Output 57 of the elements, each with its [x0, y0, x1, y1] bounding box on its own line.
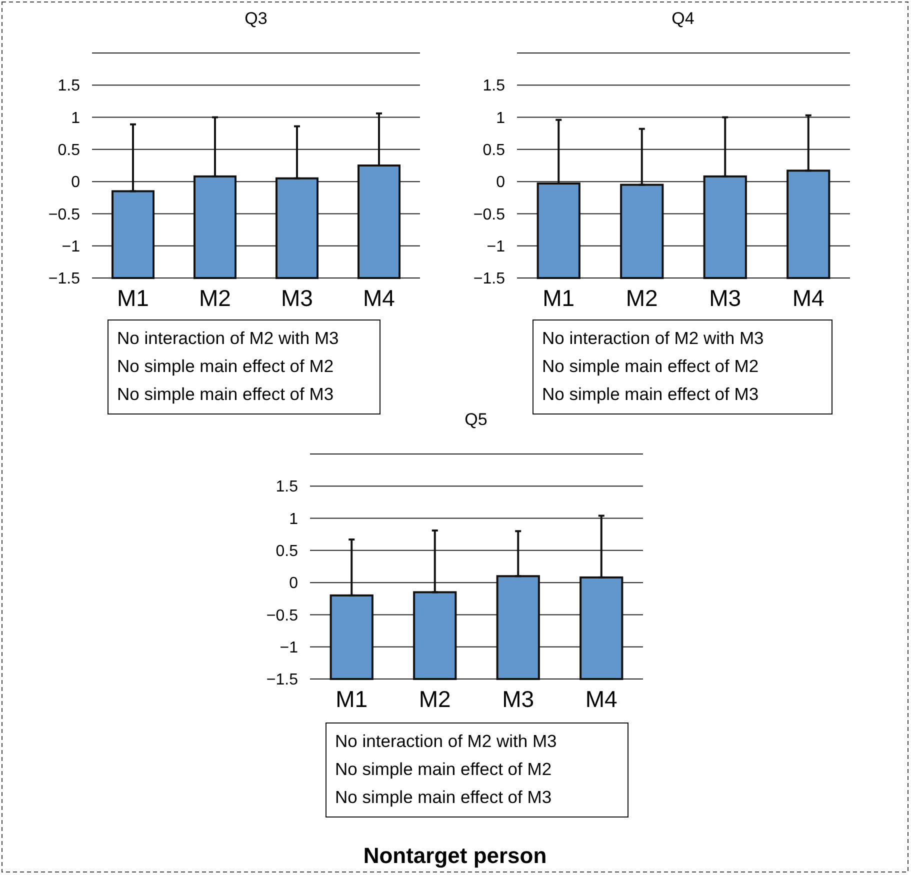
y-tick-label: −0.5 [473, 206, 506, 224]
text: No simple main effect of M3 [335, 787, 552, 807]
y-tick-label: −1 [62, 238, 80, 256]
bar [413, 591, 457, 680]
y-tick-label: 0.5 [58, 142, 80, 160]
bar [536, 182, 580, 279]
y-tick-label: 0 [71, 174, 80, 192]
y-tick-label: 1 [496, 110, 506, 127]
x-tick-label: M2 [626, 285, 658, 311]
x-tick-label: M3 [281, 285, 313, 311]
y-tick-label: 1.5 [482, 78, 506, 95]
y-tick-label: −1.5 [48, 270, 80, 288]
text: No interaction of M2 with M3 [542, 328, 764, 348]
x-tick-label: M3 [502, 686, 534, 712]
y-tick-label: −1 [486, 238, 506, 256]
x-tick-label: M1 [542, 285, 575, 311]
y-tick-label: −0.5 [266, 607, 298, 624]
y-tick-label: 1 [71, 110, 80, 127]
bar [580, 576, 624, 680]
x-tick-label: M2 [199, 285, 231, 311]
text: No interaction of M2 with M3 [335, 731, 557, 751]
y-tick-label: −1.5 [266, 672, 298, 689]
chart-title: Q3 [244, 9, 268, 28]
x-tick-label: M4 [363, 285, 396, 311]
bar [112, 190, 154, 279]
y-tick-label: 1 [289, 510, 298, 528]
x-tick-label: M1 [117, 285, 149, 311]
text: No simple main effect of M2 [117, 356, 334, 376]
text: No simple main effect of M3 [117, 384, 334, 404]
x-tick-label: M1 [336, 686, 368, 712]
bar [276, 177, 318, 279]
text: Nontarget person [363, 843, 547, 868]
text: No simple main effect of M3 [542, 384, 759, 404]
bar [620, 184, 664, 279]
y-tick-label: 1.5 [58, 78, 80, 95]
y-tick-label: 1.5 [276, 478, 298, 496]
bar [330, 594, 374, 680]
chart-title: Q5 [464, 410, 488, 429]
x-tick-label: M4 [585, 686, 618, 712]
chart-title: Q4 [672, 9, 694, 28]
text: No interaction of M2 with M3 [117, 328, 339, 348]
y-tick-label: 0.5 [276, 543, 298, 560]
y-tick-label: 0 [289, 575, 298, 592]
y-tick-label: 0 [496, 174, 506, 192]
bar [703, 175, 747, 279]
x-tick-label: M2 [418, 686, 451, 712]
x-tick-label: M3 [709, 285, 742, 311]
text: No simple main effect of M2 [542, 356, 759, 376]
text: No simple main effect of M2 [335, 759, 552, 779]
y-tick-label: −1 [280, 639, 298, 656]
bar [786, 170, 830, 279]
y-tick-label: 0.5 [482, 142, 506, 160]
bar [496, 575, 540, 680]
x-tick-label: M4 [792, 285, 825, 311]
y-tick-label: −1.5 [473, 270, 506, 288]
y-tick-label: −0.5 [48, 206, 80, 224]
bar [194, 175, 236, 279]
